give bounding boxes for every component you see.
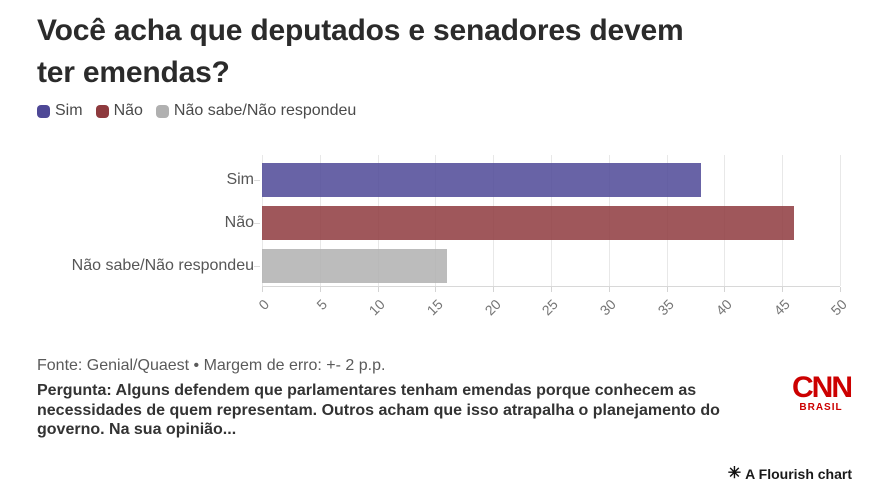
axis-tick — [666, 287, 668, 292]
axis-tick — [377, 287, 379, 292]
legend-item-0[interactable]: Sim — [37, 102, 83, 120]
legend-item-1[interactable]: Não — [95, 102, 143, 120]
gridline — [840, 155, 841, 286]
chart-title-line1: Você acha que deputados e senadores deve… — [37, 14, 684, 47]
plot-area: 0 5 10 15 20 25 30 35 40 45 50 — [254, 155, 850, 318]
legend-swatch-icon — [37, 104, 50, 118]
category-tick — [254, 266, 260, 267]
x-axis-tick-label: 45 — [770, 296, 793, 319]
x-axis-tick-label: 15 — [423, 296, 446, 319]
bar-2 — [262, 249, 447, 283]
axis-tick — [782, 287, 784, 292]
legend-label: Sim — [55, 102, 83, 119]
axis-tick — [724, 287, 726, 292]
category-tick — [254, 223, 260, 224]
category-tick — [254, 180, 260, 181]
flourish-attribution[interactable]: ✳ A Flourish chart — [727, 465, 852, 483]
x-axis-tick-label: 0 — [255, 296, 273, 313]
category-label: Sim — [226, 171, 254, 188]
category-label: Não sabe/Não respondeu — [71, 257, 254, 274]
flourish-asterisk-icon: ✳ — [727, 465, 742, 482]
x-axis-tick-label: 30 — [596, 296, 620, 319]
bar-1 — [262, 206, 794, 240]
cnn-logo-subtext: BRASIL — [799, 402, 843, 413]
axis-tick — [840, 287, 841, 292]
axis-tick — [262, 287, 263, 292]
axis-tick — [551, 287, 552, 292]
flourish-attribution-label: A Flourish chart — [745, 466, 852, 482]
cnn-logo-text: CNN — [792, 371, 853, 404]
x-axis-tick-label: 25 — [538, 296, 562, 319]
bar-0 — [262, 163, 702, 197]
bar-chart: Sim Não Não sabe/Não respondeu 0 5 10 15 20 25 3… — [71, 155, 850, 318]
category-label: Não — [224, 214, 254, 231]
legend: Sim Não Não sabe/Não respondeu — [37, 101, 356, 121]
x-axis-tick-label: 10 — [365, 296, 388, 319]
legend-swatch-icon — [155, 104, 169, 118]
x-axis-tick-label: 35 — [654, 296, 677, 319]
x-axis-tick-label: 40 — [712, 296, 735, 319]
x-axis-tick-label: 5 — [313, 296, 331, 313]
axis-tick — [608, 287, 610, 292]
legend-swatch-icon — [95, 104, 109, 118]
axis-tick — [493, 287, 495, 292]
x-axis-tick-label: 20 — [481, 296, 504, 319]
legend-label: Não — [113, 102, 143, 119]
chart-title-line2: ter emendas? — [37, 56, 230, 89]
x-axis-tick-label: 50 — [827, 296, 851, 319]
question-note: Pergunta: Alguns defendem que parlamenta… — [37, 382, 720, 438]
source-note: Fonte: Genial/Quaest • Margem de erro: +… — [37, 357, 386, 374]
axis-tick — [319, 287, 321, 292]
legend-label: Não sabe/Não respondeu — [173, 102, 357, 119]
chart-title: Você acha que deputados e senadores deve… — [37, 10, 857, 94]
legend-item-2[interactable]: Não sabe/Não respondeu — [155, 102, 357, 120]
cnn-brasil-logo: CNN BRASIL — [792, 371, 853, 414]
axis-tick — [435, 287, 437, 292]
